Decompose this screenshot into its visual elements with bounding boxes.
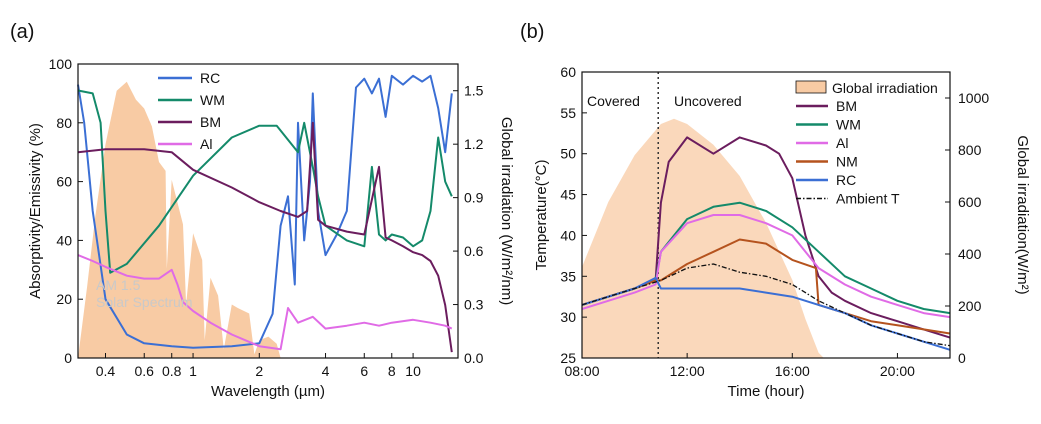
- panel-b-line-nm: [581, 238, 951, 335]
- panel-a-y-tick-label: 40: [56, 232, 72, 248]
- panel-b-series-layer: [581, 136, 951, 351]
- panel-a-y2-tick-label: 0.0: [464, 350, 484, 366]
- panel-b-x-tick-label: 16:00: [775, 363, 810, 379]
- panel-a-x-tick-label: 4: [322, 363, 330, 379]
- panel-b-x-axis-label: Time (hour): [728, 383, 805, 400]
- panel-b-y-tick-label: 30: [560, 309, 576, 325]
- panel-a-x-tick-label: 8: [388, 363, 396, 379]
- panel-b-y-tick-label: 40: [560, 227, 576, 243]
- panel-a-y-tick-label: 60: [56, 174, 72, 190]
- panel-b-legend-label-rc: RC: [836, 172, 856, 188]
- panel-b-y-tick-label: 25: [560, 350, 576, 366]
- panel-b-covered-label: Covered: [587, 93, 640, 109]
- panel-a-x-ticks: 0.4 0.6 0.8 1 2 4 6 8 10: [96, 353, 421, 379]
- panel-b-line-bm: [581, 136, 951, 339]
- panel-a-y2-ticks: 0.0 0.3 0.6 0.9 1.2 1.5: [453, 83, 484, 366]
- panel-a-label: (a): [10, 21, 34, 43]
- panel-b-y-axis-label: Temperature(°C): [533, 159, 550, 270]
- panel-a-legend-label-al: Al: [200, 136, 212, 152]
- panel-a-line-rc: [77, 74, 453, 349]
- panel-a-x-tick-label: 10: [405, 363, 421, 379]
- panel-a-x-tick-label: 6: [360, 363, 368, 379]
- panel-b-legend-label-irradiation: Global irradiation: [832, 80, 938, 96]
- panel-b-legend-label-wm: WM: [836, 117, 861, 133]
- panel-a-solar-spectrum-layer: [78, 81, 281, 359]
- panel-b-y2-tick-label: 1000: [958, 90, 989, 106]
- panel-a-y2-tick-label: 1.2: [464, 136, 484, 152]
- panel-a-solar-spectrum-area: [78, 81, 281, 359]
- panel-a-y2-tick-label: 0.3: [464, 297, 484, 313]
- panel-a-y2-tick-label: 0.6: [464, 243, 484, 259]
- panel-b-y2-tick-label: 200: [958, 298, 982, 314]
- panel-a-line-bm: [77, 121, 453, 353]
- panel-b-legend-swatch-irradiation: [795, 80, 827, 94]
- panel-b-y-tick-label: 60: [560, 64, 576, 80]
- panel-b-y-tick-label: 55: [560, 105, 576, 121]
- panel-b-x-ticks: 08:00 12:00 16:00 20:00: [564, 353, 915, 379]
- panel-b-y2-tick-label: 800: [958, 142, 982, 158]
- panel-a-x-tick-label: 0.4: [96, 363, 116, 379]
- panel-b-line-ambient-t: [581, 263, 951, 347]
- panel-a-solar-annotation-line1: AM 1.5: [96, 277, 141, 293]
- panel-b-irradiation-layer: [582, 118, 824, 358]
- panel-a-legend: RC WM BM Al: [158, 70, 225, 152]
- panel-b-x-tick-label: 08:00: [564, 363, 599, 379]
- panel-a-x-axis-label: Wavelength (µm): [211, 383, 325, 400]
- panel-b-legend: Global irradiation BM WM Al NM RC Ambient T: [795, 80, 938, 207]
- panel-a-y-ticks: 0 20 40 60 80 100: [49, 56, 83, 366]
- panel-a-y2-tick-label: 1.5: [464, 83, 484, 99]
- panel-a-series-layer: [77, 74, 453, 353]
- panel-b-legend-label-bm: BM: [836, 98, 857, 114]
- panel-b-irradiation-area: [582, 118, 824, 358]
- panel-b-x-tick-label: 12:00: [670, 363, 705, 379]
- panel-b-x-tick-label: 20:00: [880, 363, 915, 379]
- panel-b-legend-label-ambient-t: Ambient T: [836, 191, 900, 207]
- panel-a-line-al: [77, 254, 453, 351]
- panel-a-x-tick-label: 0.8: [162, 363, 182, 379]
- panel-b-uncovered-label: Uncovered: [674, 93, 742, 109]
- panel-b-y2-ticks: 0 200 400 600 800 1000: [945, 90, 989, 366]
- panel-b-line-al: [581, 214, 951, 319]
- panel-b-y-tick-label: 45: [560, 187, 576, 203]
- panel-b-y2-tick-label: 400: [958, 246, 982, 262]
- panel-b-legend-label-al: Al: [836, 135, 848, 151]
- panel-a-y-tick-label: 100: [49, 56, 73, 72]
- panel-a-x-tick-label: 1: [189, 363, 197, 379]
- panel-b-legend-label-nm: NM: [836, 154, 858, 170]
- panel-b-label: (b): [520, 21, 544, 43]
- panel-b-y-tick-label: 35: [560, 268, 576, 284]
- panel-a-y-tick-label: 80: [56, 115, 72, 131]
- panel-a-y-tick-label: 0: [64, 350, 72, 366]
- panel-a-x-tick-label: 0.6: [135, 363, 155, 379]
- panel-a-y2-tick-label: 0.9: [464, 190, 484, 206]
- panel-b-y2-axis-label: Global irradiation(W/m²): [1014, 135, 1031, 294]
- panel-a-y-axis-label: Absorptivity/Emissivity (%): [27, 123, 44, 299]
- panel-a-line-wm: [77, 89, 453, 274]
- panel-a-y-tick-label: 20: [56, 291, 72, 307]
- panel-a-legend-label-rc: RC: [200, 70, 220, 86]
- panel-b-y-ticks: 25 30 35 40 45 50 55 60: [560, 64, 587, 366]
- panel-a-solar-annotation-line2: Solar Spectrum: [96, 294, 192, 310]
- panel-b-y2-tick-label: 600: [958, 194, 982, 210]
- panel-a-x-tick-label: 2: [255, 363, 263, 379]
- panel-a-frame: [77, 63, 459, 359]
- panel-a-legend-label-wm: WM: [200, 92, 225, 108]
- panel-b-frame: [581, 71, 951, 359]
- panel-b-y-tick-label: 50: [560, 146, 576, 162]
- panel-b-y2-tick-label: 0: [958, 350, 966, 366]
- panel-a-y2-axis-label: Global irradiation (W/m²/nm): [498, 117, 515, 305]
- panel-a-legend-label-bm: BM: [200, 114, 221, 130]
